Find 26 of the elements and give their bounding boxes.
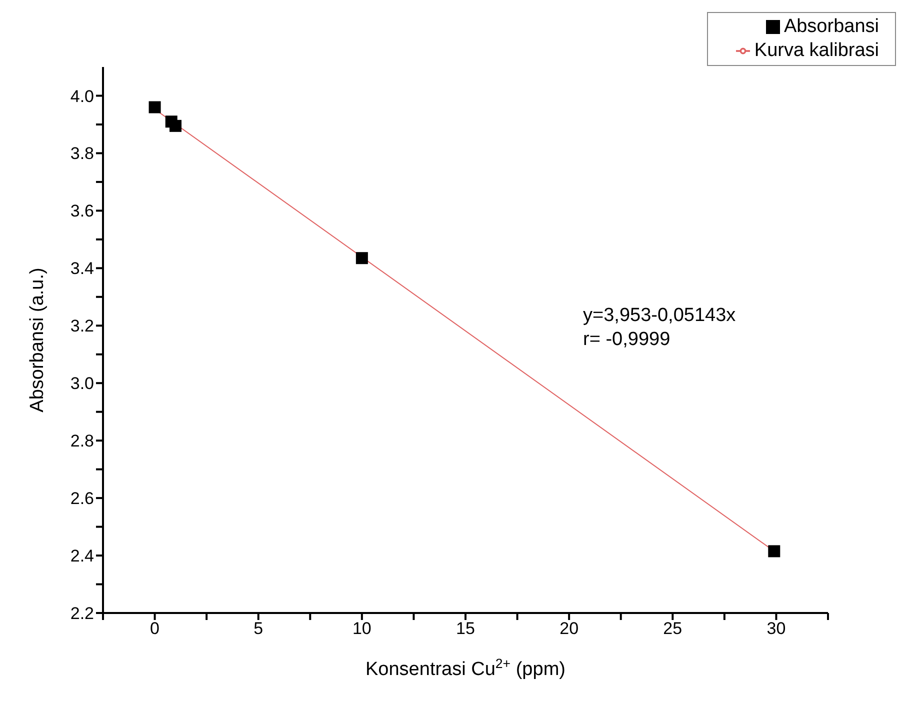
point	[148, 101, 161, 114]
x-tick-label: 25	[663, 619, 682, 638]
x-tick-label: 20	[560, 619, 579, 638]
y-tick-label: 2.8	[70, 432, 94, 451]
x-tick-label: 10	[352, 619, 372, 638]
y-tick-label: 2.6	[70, 489, 94, 508]
annotation: y=3,953-0,05143x	[583, 304, 736, 328]
x-tick-label: 5	[254, 619, 264, 638]
x-tick-label: 30	[766, 619, 786, 638]
point	[356, 252, 368, 264]
y-tick-label: 3.0	[70, 374, 94, 394]
y-tick-label: 2.2	[70, 604, 94, 624]
y-axis-title: Absorbansi (a.u.)	[27, 268, 48, 412]
point	[768, 545, 780, 558]
y-tick-label: 3.2	[70, 316, 94, 336]
y-tick-label: 3.6	[70, 202, 94, 221]
x-axis-title: Konsentrasi Cu$^{2+}$ (ppm)	[366, 656, 566, 680]
legend-label: Absorbansi	[784, 16, 879, 37]
x-tick-label: 15	[456, 619, 475, 638]
y-tick-label: 4.0	[70, 86, 94, 106]
y-tick-label: 2.4	[70, 546, 94, 566]
y-tick-label: 3.4	[70, 259, 94, 278]
legend-label: Kurva kalibrasi	[754, 40, 879, 61]
annotation: r= -0,9999	[583, 328, 672, 352]
x-tick-label: 0	[150, 619, 160, 638]
y-tick-label: 3.8	[70, 144, 94, 164]
